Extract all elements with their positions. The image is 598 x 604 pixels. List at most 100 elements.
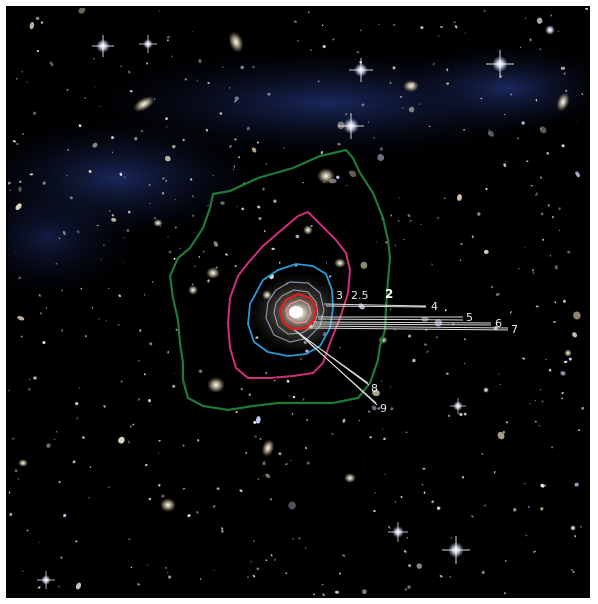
field-object bbox=[55, 431, 58, 433]
field-object bbox=[157, 452, 159, 454]
field-object bbox=[257, 478, 259, 480]
field-object bbox=[450, 537, 452, 539]
field-object bbox=[81, 436, 85, 439]
field-object bbox=[505, 421, 509, 424]
field-object bbox=[75, 582, 82, 590]
field-object bbox=[252, 65, 255, 69]
field-object bbox=[207, 279, 210, 283]
field-object bbox=[389, 81, 392, 84]
field-object bbox=[137, 583, 141, 586]
field-object bbox=[322, 44, 326, 49]
field-object bbox=[412, 358, 416, 363]
field-object bbox=[158, 439, 161, 442]
field-object bbox=[560, 371, 566, 376]
field-object bbox=[111, 214, 115, 217]
field-object bbox=[119, 172, 123, 176]
field-object bbox=[421, 316, 429, 322]
field-object bbox=[420, 223, 422, 225]
field-object bbox=[172, 144, 176, 149]
field-object bbox=[439, 26, 444, 28]
field-object bbox=[520, 46, 522, 49]
field-object bbox=[444, 309, 447, 312]
field-object bbox=[560, 66, 566, 70]
inner-contour bbox=[247, 263, 334, 357]
field-object bbox=[454, 25, 458, 29]
field-object bbox=[173, 373, 175, 375]
field-object bbox=[40, 21, 44, 24]
field-object bbox=[572, 571, 575, 573]
field-object bbox=[544, 484, 546, 487]
field-object bbox=[269, 498, 273, 501]
field-object bbox=[240, 65, 244, 70]
field-object bbox=[531, 269, 535, 272]
field-object bbox=[174, 226, 177, 229]
field-object bbox=[407, 214, 411, 218]
field-object bbox=[345, 113, 348, 116]
field-object bbox=[497, 431, 505, 440]
field-object bbox=[253, 540, 255, 542]
field-object bbox=[164, 155, 171, 162]
field-object bbox=[46, 443, 51, 448]
field-object bbox=[32, 111, 37, 115]
field-object bbox=[253, 420, 257, 424]
image-frame: 2 2.5 3 4 5 6 7 8 9 bbox=[6, 6, 590, 598]
field-object bbox=[240, 387, 244, 391]
field-object bbox=[524, 483, 526, 485]
field-object bbox=[548, 368, 552, 372]
field-object bbox=[192, 214, 195, 217]
field-object bbox=[389, 386, 392, 388]
field-object bbox=[334, 590, 340, 594]
field-object bbox=[463, 412, 467, 416]
field-object bbox=[145, 62, 149, 65]
field-object bbox=[182, 487, 186, 490]
field-object bbox=[234, 264, 237, 268]
field-object bbox=[198, 255, 201, 259]
field-object bbox=[283, 147, 285, 149]
field-object bbox=[36, 49, 39, 53]
field-object bbox=[456, 194, 463, 201]
field-object bbox=[402, 106, 404, 110]
field-object bbox=[53, 438, 56, 440]
field-object bbox=[416, 563, 423, 569]
field-object bbox=[250, 560, 252, 563]
field-object bbox=[262, 461, 266, 466]
field-object bbox=[539, 128, 542, 130]
field-object bbox=[526, 160, 529, 162]
field-object bbox=[306, 461, 310, 465]
field-object bbox=[108, 210, 111, 212]
field-object bbox=[192, 195, 194, 198]
field-object bbox=[234, 96, 239, 101]
field-object bbox=[318, 80, 320, 83]
field-object bbox=[220, 527, 224, 530]
field-object bbox=[345, 185, 348, 187]
field-object bbox=[184, 78, 187, 81]
field-object bbox=[529, 38, 532, 42]
field-object bbox=[505, 160, 507, 162]
field-object bbox=[292, 395, 296, 399]
field-object bbox=[373, 510, 376, 512]
field-object bbox=[418, 103, 420, 105]
field-object bbox=[509, 311, 512, 314]
field-object bbox=[497, 373, 500, 375]
cluster-image: 2 2.5 3 4 5 6 7 8 9 bbox=[8, 8, 588, 596]
field-object bbox=[137, 359, 140, 362]
field-object bbox=[258, 217, 262, 220]
field-object bbox=[362, 589, 367, 595]
field-object bbox=[38, 542, 40, 543]
field-object bbox=[394, 244, 397, 247]
field-object bbox=[123, 176, 126, 179]
field-object bbox=[60, 556, 63, 560]
field-object bbox=[460, 242, 463, 246]
field-object bbox=[381, 428, 383, 430]
field-object bbox=[432, 62, 435, 66]
field-object bbox=[165, 179, 168, 182]
field-object bbox=[488, 129, 491, 131]
field-object bbox=[356, 51, 360, 54]
field-object bbox=[524, 17, 527, 19]
field-object bbox=[99, 105, 101, 107]
field-object bbox=[143, 373, 146, 376]
field-object bbox=[405, 588, 408, 591]
field-object bbox=[239, 489, 243, 492]
field-object bbox=[302, 398, 305, 401]
field-object bbox=[254, 435, 257, 438]
